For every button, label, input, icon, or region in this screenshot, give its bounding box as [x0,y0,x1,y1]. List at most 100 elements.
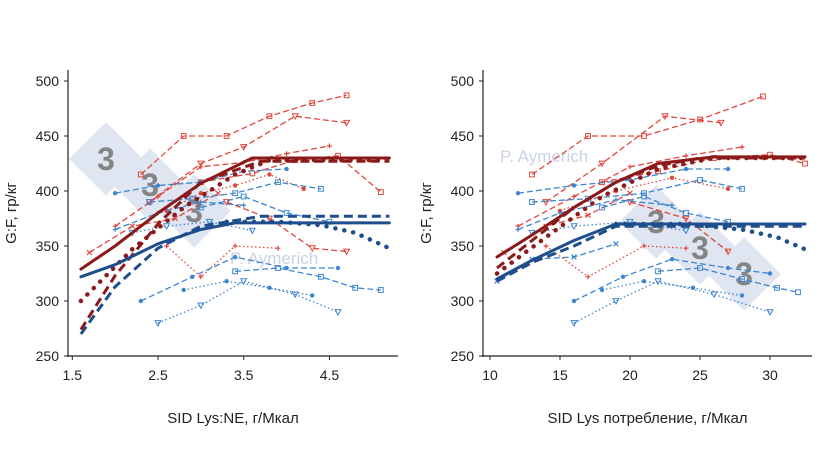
fitted-blue-dashed-line [79,214,390,335]
x-tick-label: 1.5 [63,367,83,383]
x-tick-label: 25 [692,367,708,383]
data-point [377,189,384,195]
y-axis-title: G:F, гр/кг [418,182,435,244]
data-point [766,309,774,316]
data-point [515,191,521,196]
data-point [641,193,647,200]
y-tick-label: 300 [451,293,475,309]
study-series-line [114,201,244,231]
data-point [682,215,690,223]
data-point [627,164,633,170]
data-point [222,199,231,206]
watermark-text: P. Aymerich [500,147,588,166]
data-point [265,215,274,223]
data-point [224,279,229,284]
data-point [275,179,281,186]
data-point [739,276,745,282]
data-point [654,278,662,286]
data-point [197,302,205,310]
data-point [682,227,690,235]
data-point [557,210,563,216]
data-point [275,245,281,251]
study-series-line [573,258,771,302]
data-point [215,190,221,197]
data-point [683,245,689,251]
data-point [129,223,136,230]
data-point [284,166,289,172]
y-tick-label: 250 [451,348,475,364]
data-point [232,254,238,260]
data-point [710,291,718,299]
study-series-line [545,115,722,203]
study-series-line [559,177,729,212]
y-axis-title: G:F, гр/кг [3,182,20,244]
y-tick-label: 500 [451,73,475,89]
data-point [190,274,195,279]
data-point [335,265,341,271]
x-tick-label: 4.5 [320,367,340,383]
data-point [515,227,521,232]
data-point [232,183,238,188]
data-point [86,249,93,256]
data-point [137,171,144,178]
data-point [308,245,317,253]
study-series-line [200,155,382,193]
data-point [334,309,342,316]
watermark-digit: 3 [647,204,665,240]
data-point [697,116,703,123]
data-point [198,191,204,196]
data-point [661,113,669,121]
data-point [283,210,290,216]
study-series-line [629,201,729,253]
data-point [267,172,272,177]
x-axis-title: SID Lys:NE, г/Мкал [167,410,298,427]
x-tick-label: 3.5 [234,367,254,383]
study-series-line [183,280,313,297]
data-point [146,199,153,205]
data-point [164,243,169,249]
data-point [570,320,578,327]
data-point [598,160,606,168]
study-series-line [531,179,743,203]
data-point [613,240,619,247]
y-tick-label: 250 [36,348,60,364]
data-point [301,186,306,191]
data-point [717,119,725,127]
data-point [571,183,577,188]
data-point [232,190,239,197]
data-point [585,274,591,280]
data-point [725,186,731,191]
study-series-line [89,192,219,254]
x-tick-label: 15 [552,367,568,383]
study-series-line [132,221,253,234]
data-point [181,287,186,293]
study-series-line [601,195,729,223]
data-point [725,265,731,271]
data-point [197,204,204,211]
data-point [697,265,703,271]
data-point [284,151,289,156]
data-point [112,227,118,232]
data-point [239,278,248,286]
watermark-digit: 3 [691,230,709,266]
study-series-line [157,280,339,324]
data-point [327,143,332,149]
data-point [641,190,647,197]
fitted-red-dashed-line [79,159,390,331]
data-point [232,243,238,249]
watermark-digit: 3 [141,167,159,203]
data-point [802,160,808,167]
data-point [599,204,605,211]
y-tick-label: 350 [451,238,475,254]
data-point [275,265,281,271]
watermark-logo: 333 [69,122,231,248]
data-point [529,171,535,178]
data-point [543,243,549,249]
data-point [641,243,647,249]
x-tick-label: 10 [482,367,498,383]
fitted-red-dashed-line [496,156,805,270]
study-series-line [531,221,687,234]
data-point [669,257,675,262]
